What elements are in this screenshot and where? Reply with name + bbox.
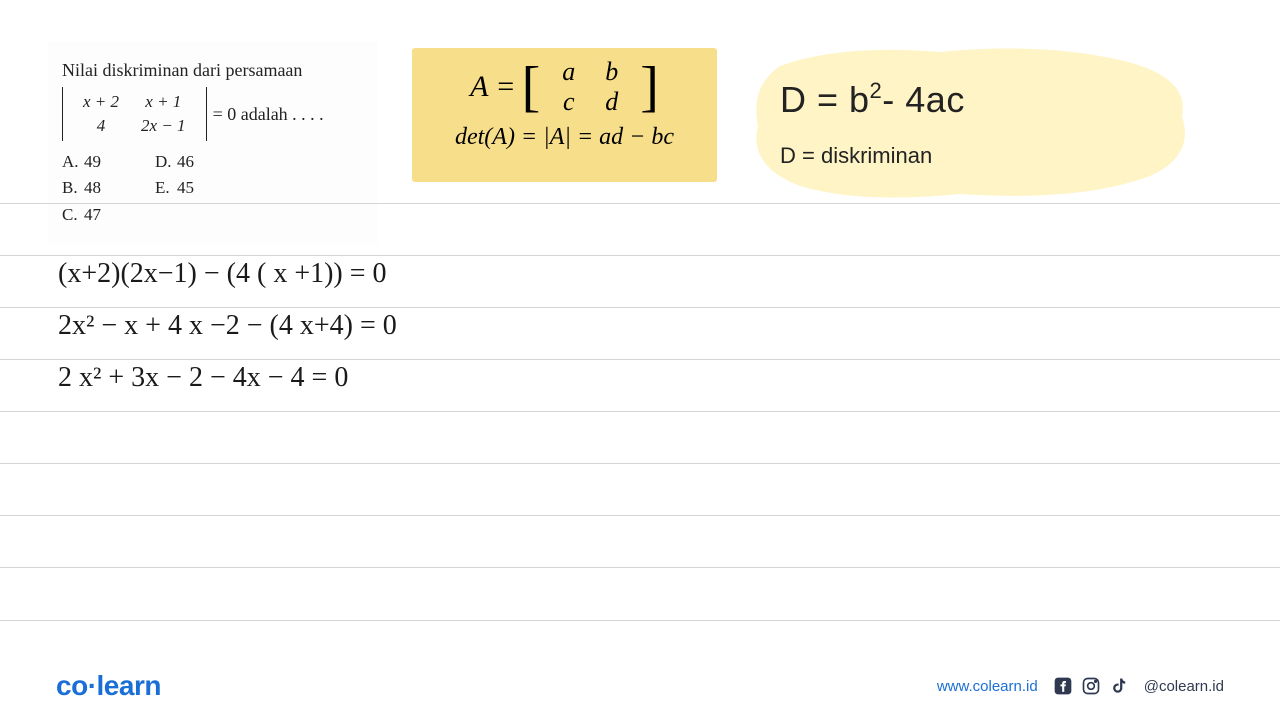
ref-cell-a: a [548, 58, 589, 86]
logo-suffix: learn [97, 670, 161, 701]
det-cell-d: 2x − 1 [131, 115, 196, 137]
choice-row: B.48 [62, 175, 101, 201]
matrix-reference-box: A = [ a b c d ] det(A) = |A| = ad − bc [412, 48, 717, 182]
ruled-line [0, 203, 1280, 204]
social-icons [1052, 675, 1130, 697]
problem-card: Nilai diskriminan dari persamaan x + 2 x… [48, 42, 378, 244]
det-cell-c: 4 [73, 115, 129, 137]
footer-url: www.colearn.id [937, 678, 1038, 695]
ruled-line [0, 515, 1280, 516]
ruled-line [0, 567, 1280, 568]
det-cell-b: x + 1 [131, 91, 196, 113]
logo-prefix: co [56, 670, 88, 701]
problem-title: Nilai diskriminan dari persamaan [62, 60, 364, 81]
handwritten-line: (x+2)(2x−1) − (4 ( x +1)) = 0 [58, 258, 387, 290]
social-handle: @colearn.id [1144, 678, 1224, 695]
ruled-line [0, 255, 1280, 256]
ruled-line [0, 620, 1280, 621]
choices-left-col: A.49 B.48 C.47 [62, 149, 101, 228]
footer: co·learn www.colearn.id @colearn.id [0, 670, 1280, 702]
det-cell-a: x + 2 [73, 91, 129, 113]
discriminant-formula: D = b2- 4ac [780, 78, 965, 121]
ref-cell-c: c [548, 88, 589, 116]
determinant-formula: det(A) = |A| = ad − bc [412, 124, 717, 151]
ruled-line [0, 307, 1280, 308]
answer-choices: A.49 B.48 C.47 D.46 E.45 [62, 149, 364, 228]
instagram-icon [1080, 675, 1102, 697]
ref-cell-d: d [591, 88, 632, 116]
ruled-line [0, 411, 1280, 412]
choice-row: C.47 [62, 202, 101, 228]
ruled-line [0, 359, 1280, 360]
ruled-line [0, 463, 1280, 464]
determinant-equation: x + 2 x + 1 4 2x − 1 = 0 adalah . . . . [62, 87, 364, 141]
facebook-icon [1052, 675, 1074, 697]
choice-row: D.46 [155, 149, 194, 175]
determinant-bracket: x + 2 x + 1 4 2x − 1 [62, 87, 207, 141]
discriminant-label: D = diskriminan [780, 143, 965, 169]
matrix-label: A = [470, 70, 516, 104]
ref-cell-b: b [591, 58, 632, 86]
handwritten-line: 2x² − x + 4 x −2 − (4 x+4) = 0 [58, 310, 397, 342]
tiktok-icon [1108, 675, 1130, 697]
choice-row: E.45 [155, 175, 194, 201]
footer-right: www.colearn.id @colearn.id [937, 675, 1224, 697]
bracket-left-icon: [ [522, 59, 541, 115]
logo-dot-icon: · [88, 670, 97, 701]
bracket-right-icon: ] [640, 59, 659, 115]
logo: co·learn [56, 670, 161, 702]
matrix-definition: A = [ a b c d ] [412, 56, 717, 118]
equation-tail: = 0 adalah . . . . [213, 104, 324, 125]
discriminant-callout: D = b2- 4ac D = diskriminan [740, 36, 1200, 204]
choices-right-col: D.46 E.45 [155, 149, 194, 228]
choice-row: A.49 [62, 149, 101, 175]
handwritten-line: 2 x² + 3x − 2 − 4x − 4 = 0 [58, 362, 348, 394]
